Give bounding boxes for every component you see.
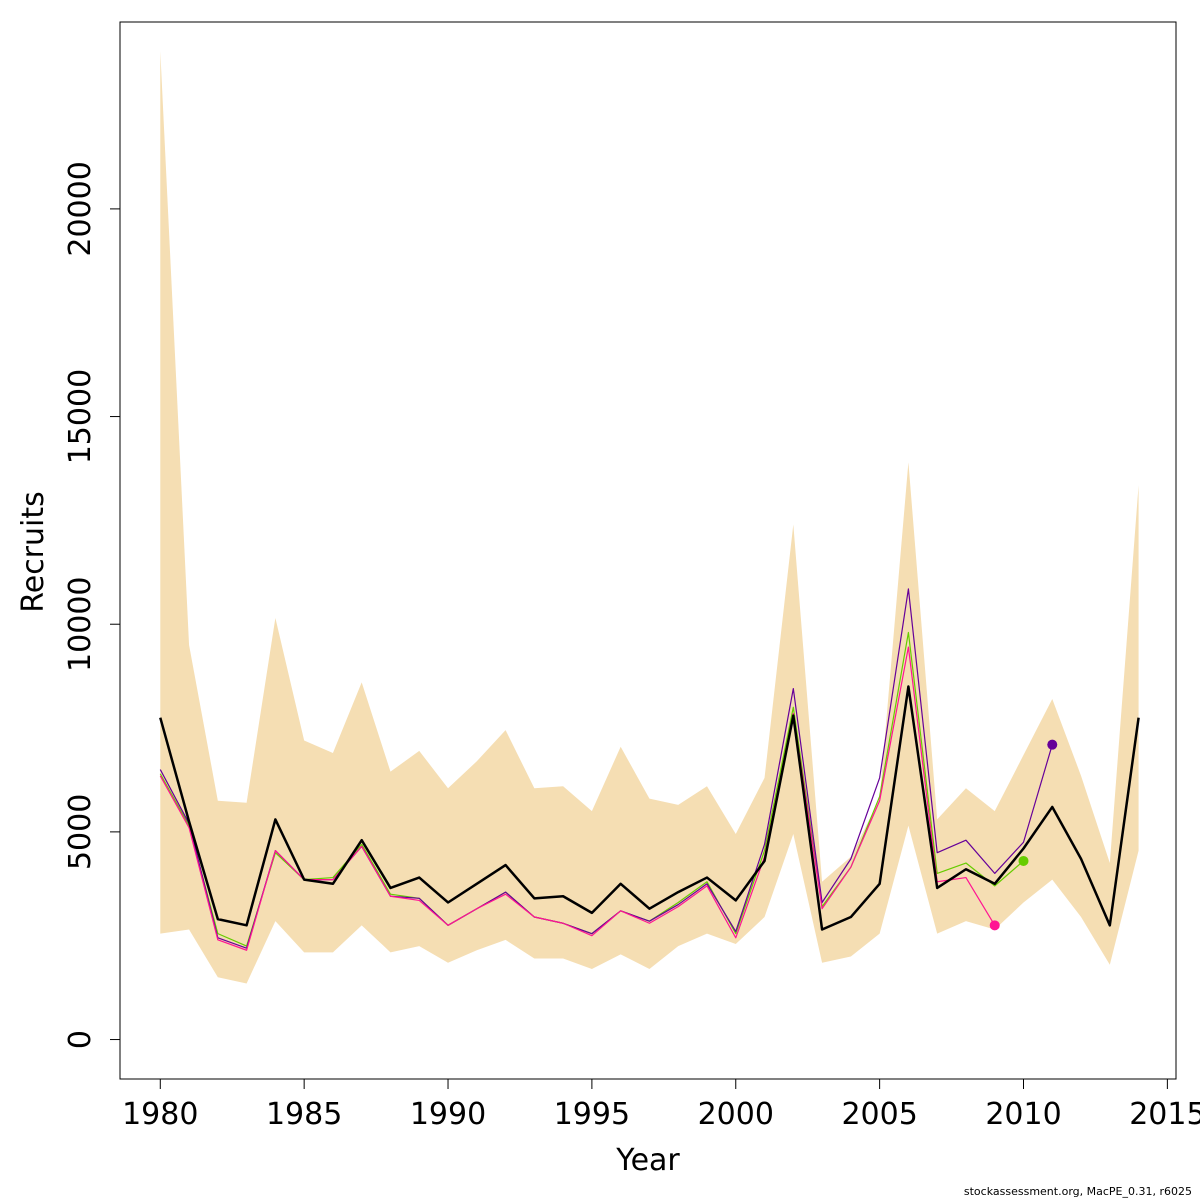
series-line-main	[159, 685, 1140, 931]
confidence-band	[160, 51, 1139, 984]
x-tick-label: 1990	[410, 1097, 486, 1132]
y-tick-label: 5000	[63, 794, 98, 870]
y-tick-label: 15000	[63, 369, 98, 464]
credit-text: stockassessment.org, MacPE_0.31, r6025	[963, 1185, 1192, 1198]
x-tick-label: 1985	[266, 1097, 342, 1132]
y-tick-label: 20000	[63, 161, 98, 256]
x-axis: 1980 1985 1990 1995 2000 2005 2010 2015	[122, 1078, 1200, 1132]
series-layer	[159, 588, 1140, 951]
series-endpoint-purple	[1047, 739, 1058, 750]
x-axis-title: Year	[615, 1143, 680, 1178]
x-tick-label: 2015	[1129, 1097, 1200, 1132]
y-tick-label: 10000	[63, 577, 98, 672]
y-tick-label: 0	[63, 1030, 98, 1049]
x-tick-label: 2000	[698, 1097, 774, 1132]
x-tick-label: 1980	[122, 1097, 198, 1132]
series-endpoint-pink	[989, 920, 1000, 931]
series-line-pink	[159, 646, 996, 951]
y-axis: 0 5000 10000 15000 20000	[63, 161, 121, 1049]
x-tick-label: 1995	[554, 1097, 630, 1132]
y-axis-title: Recruits	[16, 491, 51, 613]
x-tick-label: 2010	[985, 1097, 1061, 1132]
confidence-band-layer	[160, 51, 1139, 984]
x-tick-label: 2005	[841, 1097, 917, 1132]
series-endpoint-green	[1018, 855, 1029, 866]
